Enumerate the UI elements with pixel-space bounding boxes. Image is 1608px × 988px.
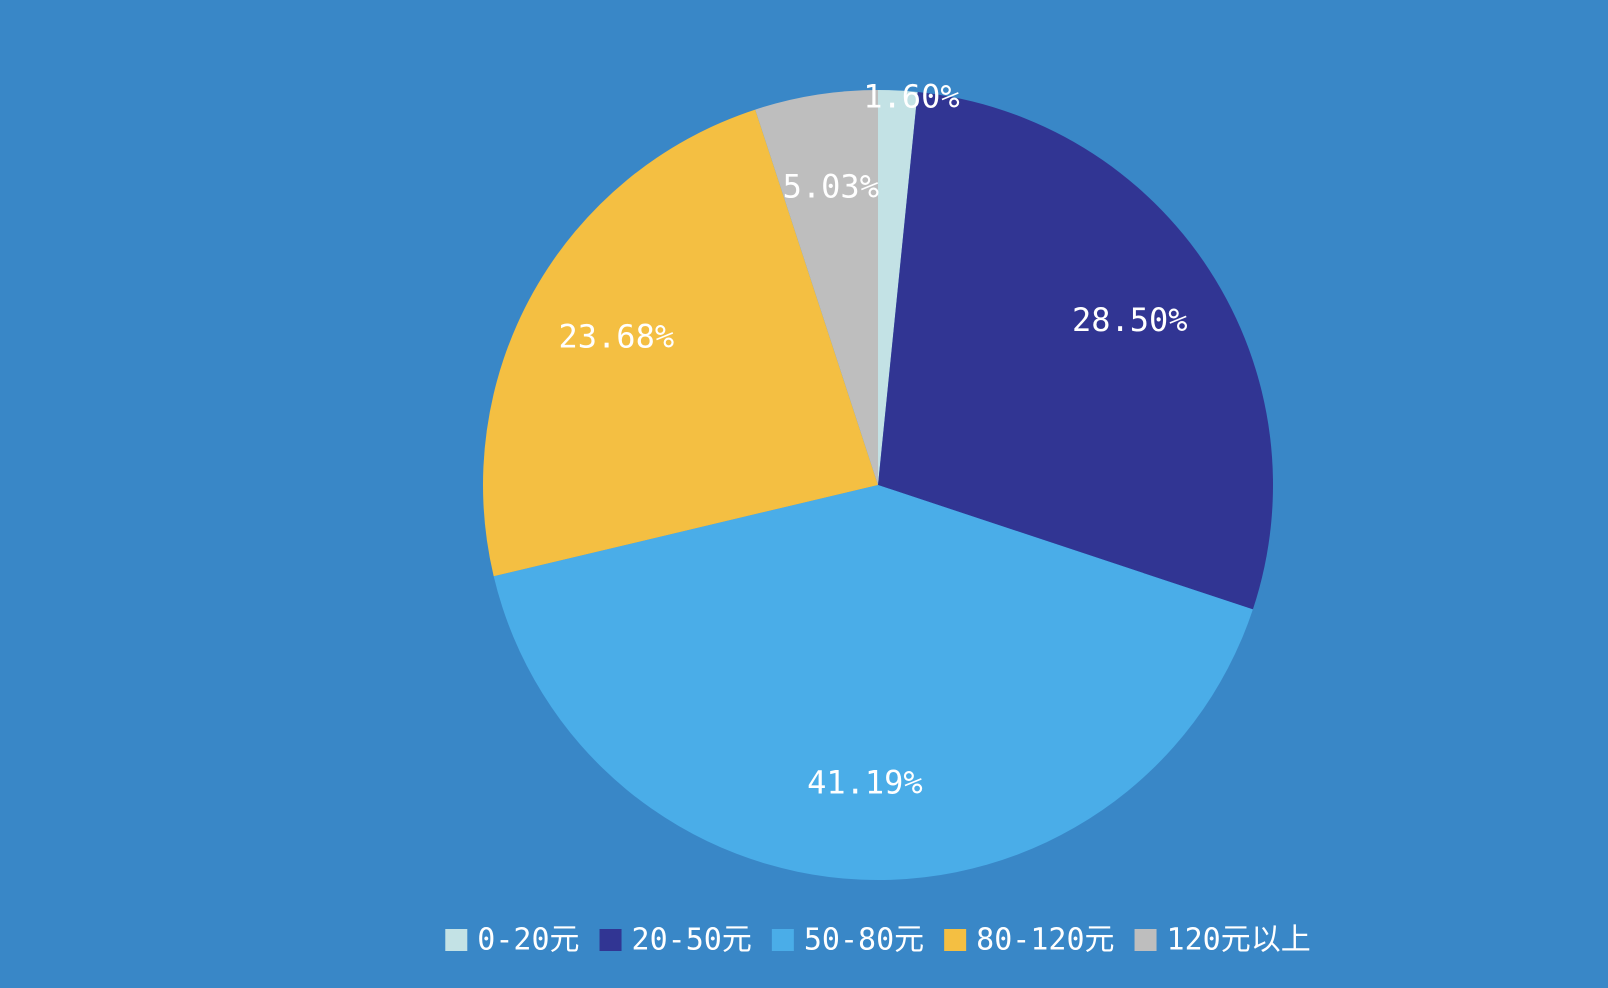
slice-label: 41.19% [807, 764, 923, 802]
legend-label: 0-20元 [477, 923, 579, 958]
legend-label: 80-120元 [976, 923, 1114, 958]
legend-swatch [771, 929, 794, 951]
legend-swatch [599, 929, 622, 951]
legend-label: 50-80元 [804, 923, 924, 958]
legend-swatch [445, 929, 468, 951]
pie-slice-labels: 1.60% 28.50% 41.19% 23.68% 5.03% [559, 77, 1188, 801]
slice-label: 5.03% [783, 168, 879, 206]
slice-label: 23.68% [559, 317, 675, 355]
pie-slice [483, 109, 878, 577]
pie-slice [493, 485, 1253, 881]
legend-item: 80-120元 [944, 923, 1115, 958]
pie-slice [878, 91, 1273, 610]
legend: 0-20元 20-50元 50-80元 80-120元 120元以上 [445, 923, 1311, 958]
legend-item: 0-20元 [445, 923, 580, 958]
pie-slice [755, 90, 878, 485]
legend-item: 20-50元 [599, 923, 752, 958]
legend-label: 20-50元 [632, 923, 752, 958]
legend-swatch [1134, 929, 1157, 951]
slice-label: 28.50% [1072, 301, 1188, 339]
legend-swatch [944, 929, 967, 951]
pie-slice [878, 90, 918, 485]
pie-slices [483, 90, 1273, 881]
legend-item: 120元以上 [1134, 923, 1311, 958]
legend-label: 120元以上 [1167, 923, 1311, 958]
legend-item: 50-80元 [771, 923, 924, 958]
slice-label: 1.60% [863, 77, 959, 115]
